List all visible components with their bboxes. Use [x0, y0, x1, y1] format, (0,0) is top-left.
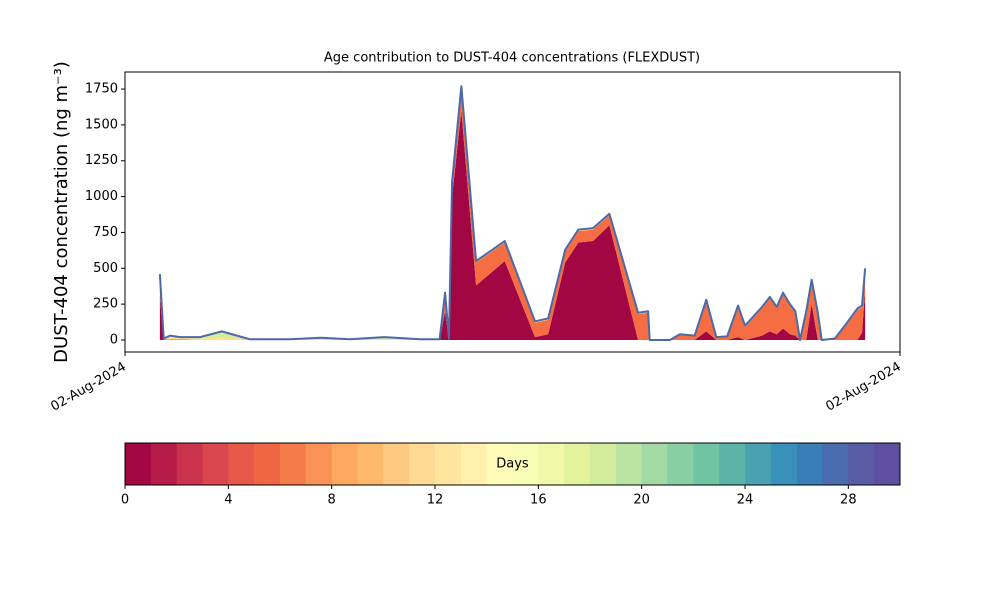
colorbar-segment — [693, 443, 720, 485]
colorbar-segment — [254, 443, 281, 485]
x-tick-label: 02-Aug-2024 — [48, 360, 128, 415]
y-tick-label: 750 — [93, 225, 118, 240]
colorbar-segment — [228, 443, 255, 485]
colorbar-tick-label: 20 — [633, 493, 650, 508]
colorbar-tick-label: 8 — [328, 493, 336, 508]
y-tick-label: 1500 — [85, 117, 118, 132]
colorbar-segment — [357, 443, 384, 485]
colorbar-label: Days — [496, 457, 529, 472]
colorbar-segment — [486, 443, 513, 485]
colorbar-segment — [874, 443, 901, 485]
colorbar-segment — [280, 443, 307, 485]
y-tick-label: 0 — [110, 332, 118, 347]
y-axis-label: DUST-404 concentration (ng m⁻³) — [51, 61, 72, 363]
colorbar-tick-label: 24 — [737, 493, 754, 508]
total-line — [158, 85, 867, 341]
colorbar-tick-label: 0 — [121, 493, 129, 508]
x-tick-label: 02-Aug-2024 — [823, 360, 903, 415]
age-band-area — [159, 110, 866, 340]
y-tick-label: 250 — [93, 297, 118, 312]
colorbar-segment — [796, 443, 823, 485]
age-band-area — [159, 87, 866, 340]
colorbar-segment — [150, 443, 178, 485]
colorbar-segment — [305, 443, 333, 485]
colorbar-segment — [590, 443, 617, 485]
colorbar-segment — [409, 443, 436, 485]
y-tick-label: 1750 — [85, 82, 118, 97]
colorbar-segment — [331, 443, 358, 485]
colorbar-segment — [770, 443, 798, 485]
colorbar-segment — [435, 443, 462, 485]
y-tick-label: 1250 — [85, 153, 118, 168]
colorbar-segment — [641, 443, 668, 485]
colorbar-segment — [615, 443, 643, 485]
colorbar-tick-label: 16 — [530, 493, 547, 508]
chart-title: Age contribution to DUST-404 concentrati… — [324, 51, 700, 66]
colorbar-segment — [383, 443, 410, 485]
colorbar-segment — [848, 443, 875, 485]
colorbar-segment — [202, 443, 229, 485]
colorbar-frame — [124, 442, 901, 486]
colorbar-segment — [125, 443, 152, 485]
colorbar-segment — [667, 443, 694, 485]
colorbar-segment — [176, 443, 203, 485]
colorbar-tick-label: 12 — [427, 493, 444, 508]
colorbar-segment — [538, 443, 565, 485]
colorbar-segment — [822, 443, 849, 485]
colorbar-tick-label: 4 — [224, 493, 232, 508]
colorbar-segment — [719, 443, 746, 485]
plot-frame — [124, 71, 901, 353]
colorbar-segment — [460, 443, 488, 485]
colorbar-segment — [564, 443, 591, 485]
y-tick-label: 500 — [93, 261, 118, 276]
colorbar-segment — [745, 443, 772, 485]
colorbar-tick-label: 28 — [840, 493, 857, 508]
y-tick-label: 1000 — [85, 189, 118, 204]
colorbar-segment — [512, 443, 539, 485]
